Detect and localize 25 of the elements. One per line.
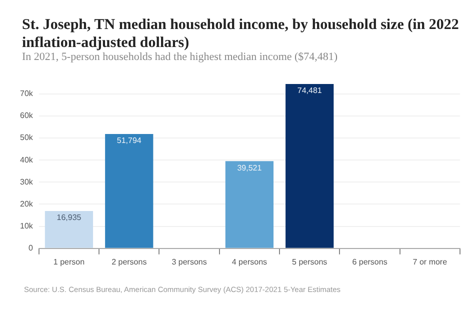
data-label: 39,521 (237, 163, 262, 172)
x-tick-label: 4 persons (232, 257, 268, 266)
x-tick-label: 7 or more (412, 257, 448, 266)
bar (44, 211, 94, 248)
data-label: 74,481 (297, 86, 322, 96)
chart-title: St. Joseph, TN median household income, by household size (in 2022 inflation-adjusted dollars) (22, 16, 460, 52)
x-tick-label: 6 persons (352, 257, 388, 266)
x-tick-label: 1 person (53, 257, 85, 266)
x-tick-label: 2 persons (112, 257, 147, 266)
data-label: 51,794 (116, 136, 142, 146)
x-tick-label: 3 persons (172, 257, 207, 266)
y-tick-label: 10k (20, 222, 34, 231)
bar (225, 161, 274, 248)
y-tick-label: 0 (28, 244, 34, 253)
x-tick-label: 5 persons (292, 257, 328, 266)
data-label: 16,935 (56, 213, 82, 222)
y-tick-label: 70k (20, 89, 34, 98)
chart-subtitle: In 2021, 5-person households had the highest median income ($74,481) (22, 51, 339, 63)
y-tick-label: 30k (20, 177, 34, 186)
bar (105, 134, 154, 248)
bar (286, 84, 334, 248)
y-tick-label: 50k (20, 133, 34, 142)
y-tick-label: 60k (20, 111, 34, 120)
y-tick-label: 20k (20, 199, 34, 208)
y-tick-label: 40k (20, 155, 34, 164)
